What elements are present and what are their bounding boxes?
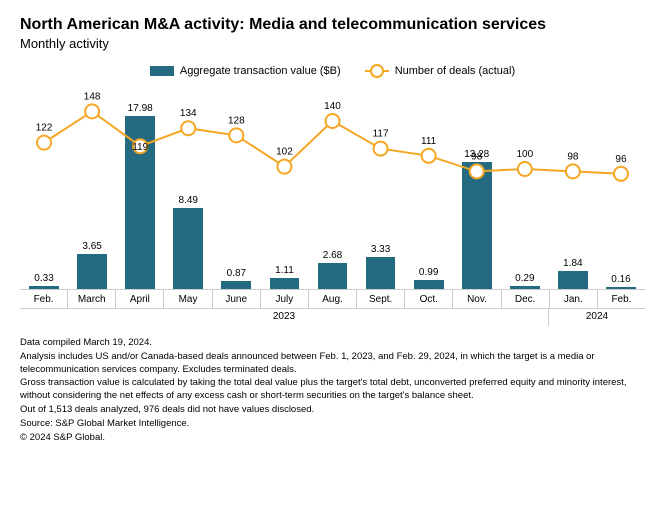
line-point	[277, 160, 291, 174]
x-tick: June	[212, 290, 260, 308]
line-point	[470, 164, 484, 178]
line-point	[85, 104, 99, 118]
legend-bar-swatch	[150, 66, 174, 76]
x-tick: Feb.	[20, 290, 67, 308]
line-point-label: 119	[132, 142, 148, 153]
footer-notes: Data compiled March 19, 2024. Analysis i…	[20, 337, 645, 445]
line-point	[229, 128, 243, 142]
line-point-label: 98	[471, 151, 483, 162]
line-point	[374, 142, 388, 156]
legend: Aggregate transaction value ($B) Number …	[20, 65, 645, 77]
x-tick: Nov.	[452, 290, 500, 308]
line-point	[518, 162, 532, 176]
line-overlay: 122148119134128102140117111981009896	[20, 97, 645, 289]
line-point	[326, 114, 340, 128]
x-tick: Dec.	[501, 290, 549, 308]
x-tick: Oct.	[404, 290, 452, 308]
x-tick: May	[163, 290, 211, 308]
chart-subtitle: Monthly activity	[20, 36, 645, 51]
line-point-label: 122	[36, 123, 53, 134]
line-point-label: 117	[373, 129, 389, 140]
line-point	[614, 167, 628, 181]
footer-line: Analysis includes US and/or Canada-based…	[20, 351, 645, 377]
line-point-label: 100	[516, 149, 533, 160]
year-group: 2023	[20, 309, 548, 326]
chart-title: North American M&A activity: Media and t…	[20, 16, 645, 34]
x-tick: Jan.	[549, 290, 597, 308]
x-axis: Feb.MarchAprilMayJuneJulyAug.Sept.Oct.No…	[20, 289, 645, 327]
legend-bar-label: Aggregate transaction value ($B)	[180, 65, 341, 77]
legend-line-label: Number of deals (actual)	[395, 65, 515, 77]
line-point	[566, 164, 580, 178]
line-point-label: 148	[84, 91, 101, 102]
x-tick: March	[67, 290, 115, 308]
x-tick: Aug.	[308, 290, 356, 308]
footer-line: Data compiled March 19, 2024.	[20, 337, 645, 350]
year-group: 2024	[548, 309, 645, 326]
line-point-label: 134	[180, 108, 197, 119]
line-point	[422, 149, 436, 163]
x-tick: Feb.	[597, 290, 645, 308]
x-tick: July	[260, 290, 308, 308]
x-tick: Sept.	[356, 290, 404, 308]
footer-line: Gross transaction value is calculated by…	[20, 377, 645, 403]
footer-line: Out of 1,513 deals analyzed, 976 deals d…	[20, 404, 645, 417]
legend-line-swatch	[365, 65, 389, 77]
line-point-label: 96	[615, 154, 627, 165]
footer-line: Source: S&P Global Market Intelligence.	[20, 418, 645, 431]
line-point-label: 111	[421, 136, 437, 147]
x-tick: April	[115, 290, 163, 308]
line-point	[181, 121, 195, 135]
line-point-label: 102	[276, 147, 293, 158]
line-point-label: 128	[228, 115, 245, 126]
chart: 0.333.6517.988.490.871.112.683.330.9913.…	[20, 87, 645, 327]
year-row: 20232024	[20, 308, 645, 326]
x-ticks: Feb.MarchAprilMayJuneJulyAug.Sept.Oct.No…	[20, 289, 645, 308]
line-point	[37, 136, 51, 150]
legend-bar: Aggregate transaction value ($B)	[150, 65, 341, 77]
legend-line: Number of deals (actual)	[365, 65, 515, 77]
line-point-label: 140	[324, 101, 341, 112]
line-point-label: 98	[567, 151, 579, 162]
footer-line: © 2024 S&P Global.	[20, 432, 645, 445]
